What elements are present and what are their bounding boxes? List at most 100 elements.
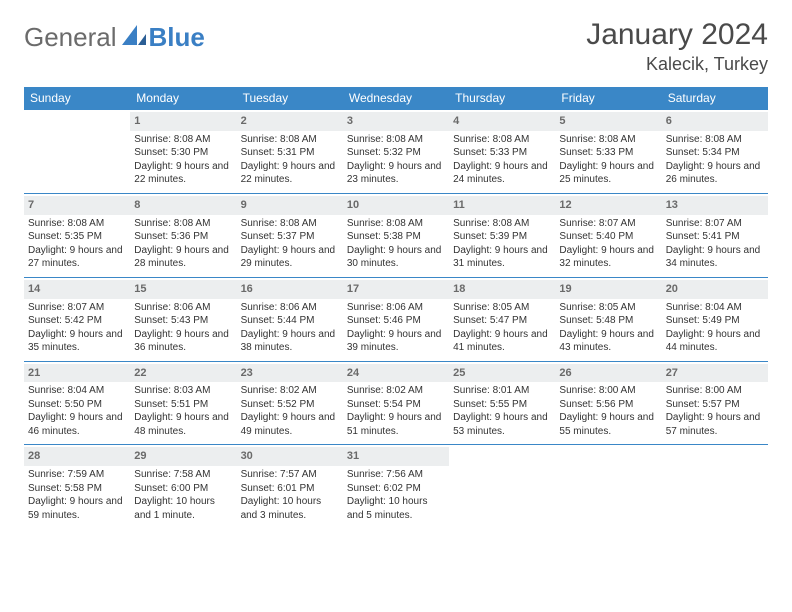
daylight-text: Daylight: 9 hours and 41 minutes. xyxy=(453,328,551,355)
sunset-text: Sunset: 5:42 PM xyxy=(28,314,126,328)
calendar-cell: 15Sunrise: 8:06 AMSunset: 5:43 PMDayligh… xyxy=(130,277,236,361)
sunset-text: Sunset: 5:33 PM xyxy=(559,146,657,160)
calendar-cell: 8 Sunrise: 8:08 AMSunset: 5:36 PMDaylight… xyxy=(130,193,236,277)
daylight-text: Daylight: 9 hours and 39 minutes. xyxy=(347,328,445,355)
day-number: 8 xyxy=(130,196,236,215)
sunset-text: Sunset: 6:01 PM xyxy=(241,482,339,496)
day-number: 4 xyxy=(449,112,555,131)
daylight-text: Daylight: 9 hours and 22 minutes. xyxy=(241,160,339,187)
sunrise-text: Sunrise: 7:57 AM xyxy=(241,468,339,482)
calendar-cell: 24Sunrise: 8:02 AMSunset: 5:54 PMDayligh… xyxy=(343,361,449,445)
daylight-text: Daylight: 9 hours and 35 minutes. xyxy=(28,328,126,355)
sunset-text: Sunset: 5:48 PM xyxy=(559,314,657,328)
day-number: 31 xyxy=(343,447,449,466)
sunrise-text: Sunrise: 8:08 AM xyxy=(241,217,339,231)
sunset-text: Sunset: 5:57 PM xyxy=(666,398,764,412)
daylight-text: Daylight: 9 hours and 31 minutes. xyxy=(453,244,551,271)
calendar-cell: 12 Sunrise: 8:07 AMSunset: 5:40 PMDayligh… xyxy=(555,193,661,277)
daylight-text: Daylight: 9 hours and 27 minutes. xyxy=(28,244,126,271)
sunset-text: Sunset: 5:37 PM xyxy=(241,230,339,244)
sunrise-text: Sunrise: 8:07 AM xyxy=(666,217,764,231)
sunrise-text: Sunrise: 8:08 AM xyxy=(453,133,551,147)
weekday-header: Sunday xyxy=(24,87,130,110)
day-number: 6 xyxy=(662,112,768,131)
sunrise-text: Sunrise: 8:05 AM xyxy=(453,301,551,315)
sunrise-text: Sunrise: 7:56 AM xyxy=(347,468,445,482)
sunrise-text: Sunrise: 8:01 AM xyxy=(453,384,551,398)
calendar-week: 14Sunrise: 8:07 AMSunset: 5:42 PMDayligh… xyxy=(24,277,768,361)
location: Kalecik, Turkey xyxy=(586,54,768,75)
daylight-text: Daylight: 9 hours and 48 minutes. xyxy=(134,411,232,438)
day-number: 10 xyxy=(343,196,449,215)
day-number: 18 xyxy=(449,280,555,299)
sunrise-text: Sunrise: 7:58 AM xyxy=(134,468,232,482)
sunrise-text: Sunrise: 8:02 AM xyxy=(347,384,445,398)
day-number: 23 xyxy=(237,364,343,383)
sunset-text: Sunset: 5:56 PM xyxy=(559,398,657,412)
daylight-text: Daylight: 9 hours and 57 minutes. xyxy=(666,411,764,438)
day-number: 12 xyxy=(555,196,661,215)
calendar-cell: 3Sunrise: 8:08 AMSunset: 5:32 PMDaylight… xyxy=(343,110,449,194)
daylight-text: Daylight: 9 hours and 53 minutes. xyxy=(453,411,551,438)
day-number: 7 xyxy=(24,196,130,215)
sunset-text: Sunset: 5:36 PM xyxy=(134,230,232,244)
calendar-week: 7Sunrise: 8:08 AMSunset: 5:35 PMDaylight… xyxy=(24,193,768,277)
calendar-cell: 25Sunrise: 8:01 AMSunset: 5:55 PMDayligh… xyxy=(449,361,555,445)
sunrise-text: Sunrise: 8:00 AM xyxy=(666,384,764,398)
sunset-text: Sunset: 5:30 PM xyxy=(134,146,232,160)
day-number: 16 xyxy=(237,280,343,299)
calendar-cell: 16Sunrise: 8:06 AMSunset: 5:44 PMDayligh… xyxy=(237,277,343,361)
daylight-text: Daylight: 9 hours and 36 minutes. xyxy=(134,328,232,355)
daylight-text: Daylight: 9 hours and 34 minutes. xyxy=(666,244,764,271)
calendar-cell: 4Sunrise: 8:08 AMSunset: 5:33 PMDaylight… xyxy=(449,110,555,194)
sunrise-text: Sunrise: 8:07 AM xyxy=(559,217,657,231)
daylight-text: Daylight: 9 hours and 25 minutes. xyxy=(559,160,657,187)
daylight-text: Daylight: 9 hours and 44 minutes. xyxy=(666,328,764,355)
day-number: 28 xyxy=(24,447,130,466)
sunrise-text: Sunrise: 8:08 AM xyxy=(347,217,445,231)
day-number: 27 xyxy=(662,364,768,383)
day-number: 19 xyxy=(555,280,661,299)
daylight-text: Daylight: 9 hours and 38 minutes. xyxy=(241,328,339,355)
daylight-text: Daylight: 9 hours and 59 minutes. xyxy=(28,495,126,522)
sunset-text: Sunset: 5:40 PM xyxy=(559,230,657,244)
day-number: 20 xyxy=(662,280,768,299)
calendar-cell: 13Sunrise: 8:07 AMSunset: 5:41 PMDayligh… xyxy=(662,193,768,277)
daylight-text: Daylight: 9 hours and 49 minutes. xyxy=(241,411,339,438)
day-number: 29 xyxy=(130,447,236,466)
sunset-text: Sunset: 5:31 PM xyxy=(241,146,339,160)
day-number: 5 xyxy=(555,112,661,131)
day-number: 11 xyxy=(449,196,555,215)
sunset-text: Sunset: 5:41 PM xyxy=(666,230,764,244)
daylight-text: Daylight: 9 hours and 32 minutes. xyxy=(559,244,657,271)
sunrise-text: Sunrise: 8:03 AM xyxy=(134,384,232,398)
calendar-cell: 28Sunrise: 7:59 AMSunset: 5:58 PMDayligh… xyxy=(24,445,130,528)
calendar-week: 28Sunrise: 7:59 AMSunset: 5:58 PMDayligh… xyxy=(24,445,768,528)
weekday-header: Friday xyxy=(555,87,661,110)
title-block: January 2024 Kalecik, Turkey xyxy=(586,18,768,75)
daylight-text: Daylight: 9 hours and 28 minutes. xyxy=(134,244,232,271)
calendar-cell: 6Sunrise: 8:08 AMSunset: 5:34 PMDaylight… xyxy=(662,110,768,194)
day-number: 26 xyxy=(555,364,661,383)
sunset-text: Sunset: 5:55 PM xyxy=(453,398,551,412)
weekday-header: Wednesday xyxy=(343,87,449,110)
sunset-text: Sunset: 5:35 PM xyxy=(28,230,126,244)
daylight-text: Daylight: 10 hours and 3 minutes. xyxy=(241,495,339,522)
sunset-text: Sunset: 5:52 PM xyxy=(241,398,339,412)
sunset-text: Sunset: 5:44 PM xyxy=(241,314,339,328)
calendar-cell xyxy=(449,445,555,528)
sunrise-text: Sunrise: 8:08 AM xyxy=(241,133,339,147)
sunrise-text: Sunrise: 8:08 AM xyxy=(134,217,232,231)
calendar-cell: 10Sunrise: 8:08 AMSunset: 5:38 PMDayligh… xyxy=(343,193,449,277)
daylight-text: Daylight: 10 hours and 5 minutes. xyxy=(347,495,445,522)
calendar-cell: 5Sunrise: 8:08 AMSunset: 5:33 PMDaylight… xyxy=(555,110,661,194)
sunset-text: Sunset: 5:32 PM xyxy=(347,146,445,160)
calendar-cell xyxy=(662,445,768,528)
sunset-text: Sunset: 5:46 PM xyxy=(347,314,445,328)
sunrise-text: Sunrise: 8:08 AM xyxy=(28,217,126,231)
calendar-cell: 19Sunrise: 8:05 AMSunset: 5:48 PMDayligh… xyxy=(555,277,661,361)
day-number: 15 xyxy=(130,280,236,299)
sunrise-text: Sunrise: 8:00 AM xyxy=(559,384,657,398)
sunrise-text: Sunrise: 8:08 AM xyxy=(134,133,232,147)
daylight-text: Daylight: 9 hours and 23 minutes. xyxy=(347,160,445,187)
